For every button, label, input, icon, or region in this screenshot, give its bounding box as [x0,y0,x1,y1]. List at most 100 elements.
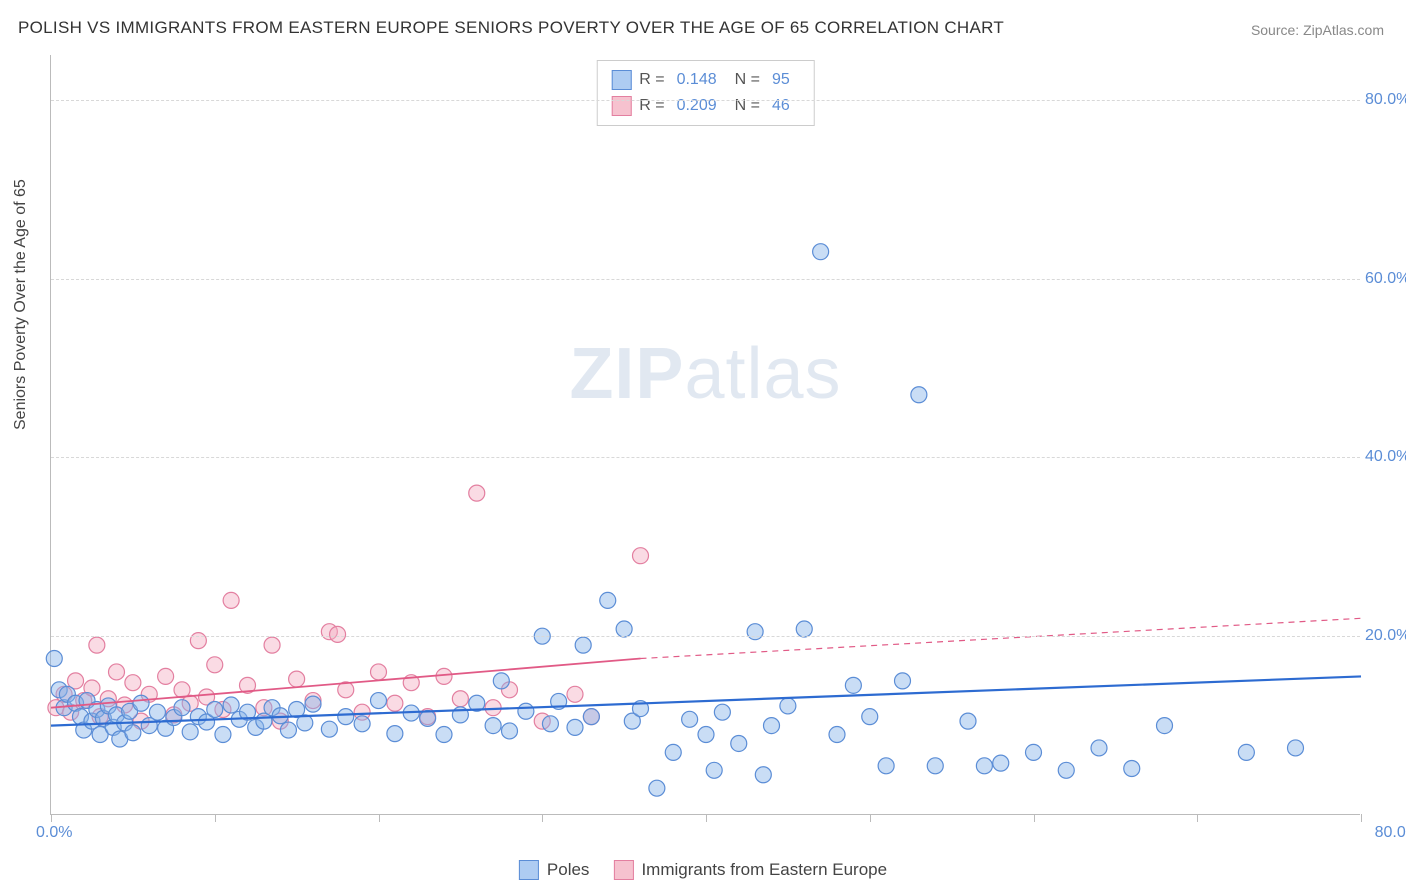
scatter-point-poles [575,637,591,653]
r-label: R = [639,67,664,93]
scatter-point-poles [927,758,943,774]
n-value: 46 [772,93,790,119]
scatter-point-poles [436,727,452,743]
series-legend: Poles Immigrants from Eastern Europe [519,860,887,880]
legend-label: Poles [547,860,590,880]
scatter-point-poles [600,592,616,608]
scatter-point-immigrants [567,686,583,702]
scatter-point-poles [493,673,509,689]
scatter-point-poles [682,711,698,727]
legend-label: Immigrants from Eastern Europe [641,860,887,880]
scatter-point-poles [215,727,231,743]
scatter-point-poles [796,621,812,637]
scatter-point-poles [371,693,387,709]
x-tick [870,814,871,822]
scatter-point-poles [485,718,501,734]
scatter-point-poles [878,758,894,774]
scatter-point-poles [567,719,583,735]
scatter-point-poles [714,704,730,720]
gridline [51,279,1360,280]
scatter-point-poles [813,244,829,260]
scatter-point-poles [755,767,771,783]
legend-swatch [519,860,539,880]
scatter-point-poles [174,700,190,716]
scatter-point-immigrants [89,637,105,653]
correlation-legend-row: R =0.209N =46 [611,93,800,119]
scatter-point-immigrants [289,671,305,687]
x-tick [215,814,216,822]
scatter-point-poles [698,727,714,743]
x-tick [1361,814,1362,822]
scatter-point-poles [616,621,632,637]
legend-item: Poles [519,860,590,880]
scatter-point-poles [649,780,665,796]
scatter-point-poles [542,716,558,732]
scatter-point-poles [518,703,534,719]
y-axis-label: Seniors Poverty Over the Age of 65 [12,179,30,430]
gridline [51,100,1360,101]
x-tick [1034,814,1035,822]
r-value: 0.148 [677,67,717,93]
scatter-point-poles [182,724,198,740]
y-tick-label: 20.0% [1365,627,1406,645]
y-tick-label: 80.0% [1365,91,1406,109]
scatter-point-poles [780,698,796,714]
legend-swatch [611,70,631,90]
scatter-point-poles [125,725,141,741]
scatter-point-poles [960,713,976,729]
y-tick-label: 40.0% [1365,448,1406,466]
chart-title: POLISH VS IMMIGRANTS FROM EASTERN EUROPE… [18,18,1004,38]
x-tick [1197,814,1198,822]
scatter-point-poles [911,387,927,403]
scatter-point-poles [862,709,878,725]
scatter-point-poles [1058,762,1074,778]
scatter-point-immigrants [223,592,239,608]
scatter-point-immigrants [633,548,649,564]
regression-line-immigrants-extrapolated [641,618,1362,658]
scatter-point-poles [420,710,436,726]
scatter-point-poles [321,721,337,737]
scatter-point-immigrants [158,668,174,684]
x-axis-min-label: 0.0% [36,824,72,842]
scatter-point-poles [731,735,747,751]
scatter-point-poles [280,722,296,738]
x-tick [379,814,380,822]
scatter-point-poles [338,709,354,725]
correlation-legend: R =0.148N =95R =0.209N =46 [596,60,815,126]
scatter-point-poles [583,709,599,725]
scatter-point-immigrants [452,691,468,707]
scatter-point-poles [1288,740,1304,756]
scatter-point-poles [1026,744,1042,760]
scatter-point-immigrants [125,675,141,691]
scatter-point-immigrants [371,664,387,680]
scatter-point-immigrants [436,668,452,684]
y-tick-label: 60.0% [1365,270,1406,288]
x-axis-max-label: 80.0% [1375,824,1406,842]
x-tick [542,814,543,822]
scatter-point-poles [976,758,992,774]
x-tick [51,814,52,822]
scatter-point-poles [1091,740,1107,756]
n-label: N = [735,67,760,93]
plot-area: ZIPatlas R =0.148N =95R =0.209N =46 0.0%… [50,55,1360,815]
scatter-point-poles [354,716,370,732]
scatter-point-immigrants [469,485,485,501]
scatter-point-immigrants [330,626,346,642]
legend-swatch [613,860,633,880]
scatter-point-immigrants [109,664,125,680]
scatter-point-poles [1124,761,1140,777]
scatter-point-poles [747,624,763,640]
scatter-point-poles [46,651,62,667]
scatter-point-immigrants [207,657,223,673]
scatter-point-poles [829,727,845,743]
scatter-point-poles [845,677,861,693]
scatter-point-immigrants [387,695,403,711]
scatter-point-poles [305,696,321,712]
scatter-point-poles [993,755,1009,771]
r-label: R = [639,93,664,119]
scatter-point-poles [149,704,165,720]
gridline [51,636,1360,637]
scatter-point-poles [387,726,403,742]
scatter-point-poles [706,762,722,778]
source-label: Source: ZipAtlas.com [1251,22,1384,38]
